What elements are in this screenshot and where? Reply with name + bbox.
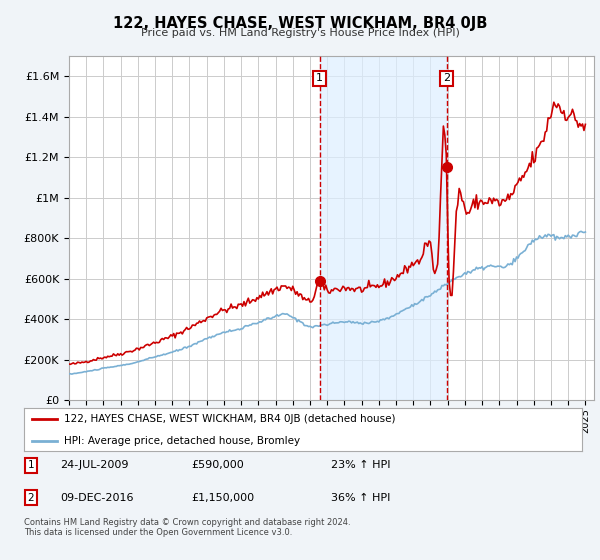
Text: 1: 1 [316, 73, 323, 83]
Text: 24-JUL-2009: 24-JUL-2009 [60, 460, 129, 470]
Text: 36% ↑ HPI: 36% ↑ HPI [331, 493, 390, 503]
Text: 09-DEC-2016: 09-DEC-2016 [60, 493, 134, 503]
Text: 23% ↑ HPI: 23% ↑ HPI [331, 460, 391, 470]
Text: 1: 1 [28, 460, 34, 470]
Text: 122, HAYES CHASE, WEST WICKHAM, BR4 0JB (detached house): 122, HAYES CHASE, WEST WICKHAM, BR4 0JB … [64, 414, 395, 424]
Text: 122, HAYES CHASE, WEST WICKHAM, BR4 0JB: 122, HAYES CHASE, WEST WICKHAM, BR4 0JB [113, 16, 487, 31]
Text: 2: 2 [443, 73, 450, 83]
Text: HPI: Average price, detached house, Bromley: HPI: Average price, detached house, Brom… [64, 436, 301, 446]
Text: Price paid vs. HM Land Registry's House Price Index (HPI): Price paid vs. HM Land Registry's House … [140, 28, 460, 38]
Text: £1,150,000: £1,150,000 [191, 493, 254, 503]
Text: £590,000: £590,000 [191, 460, 244, 470]
Bar [320, 56, 446, 400]
Text: 2: 2 [28, 493, 34, 503]
Text: Contains HM Land Registry data © Crown copyright and database right 2024.
This d: Contains HM Land Registry data © Crown c… [24, 518, 350, 538]
